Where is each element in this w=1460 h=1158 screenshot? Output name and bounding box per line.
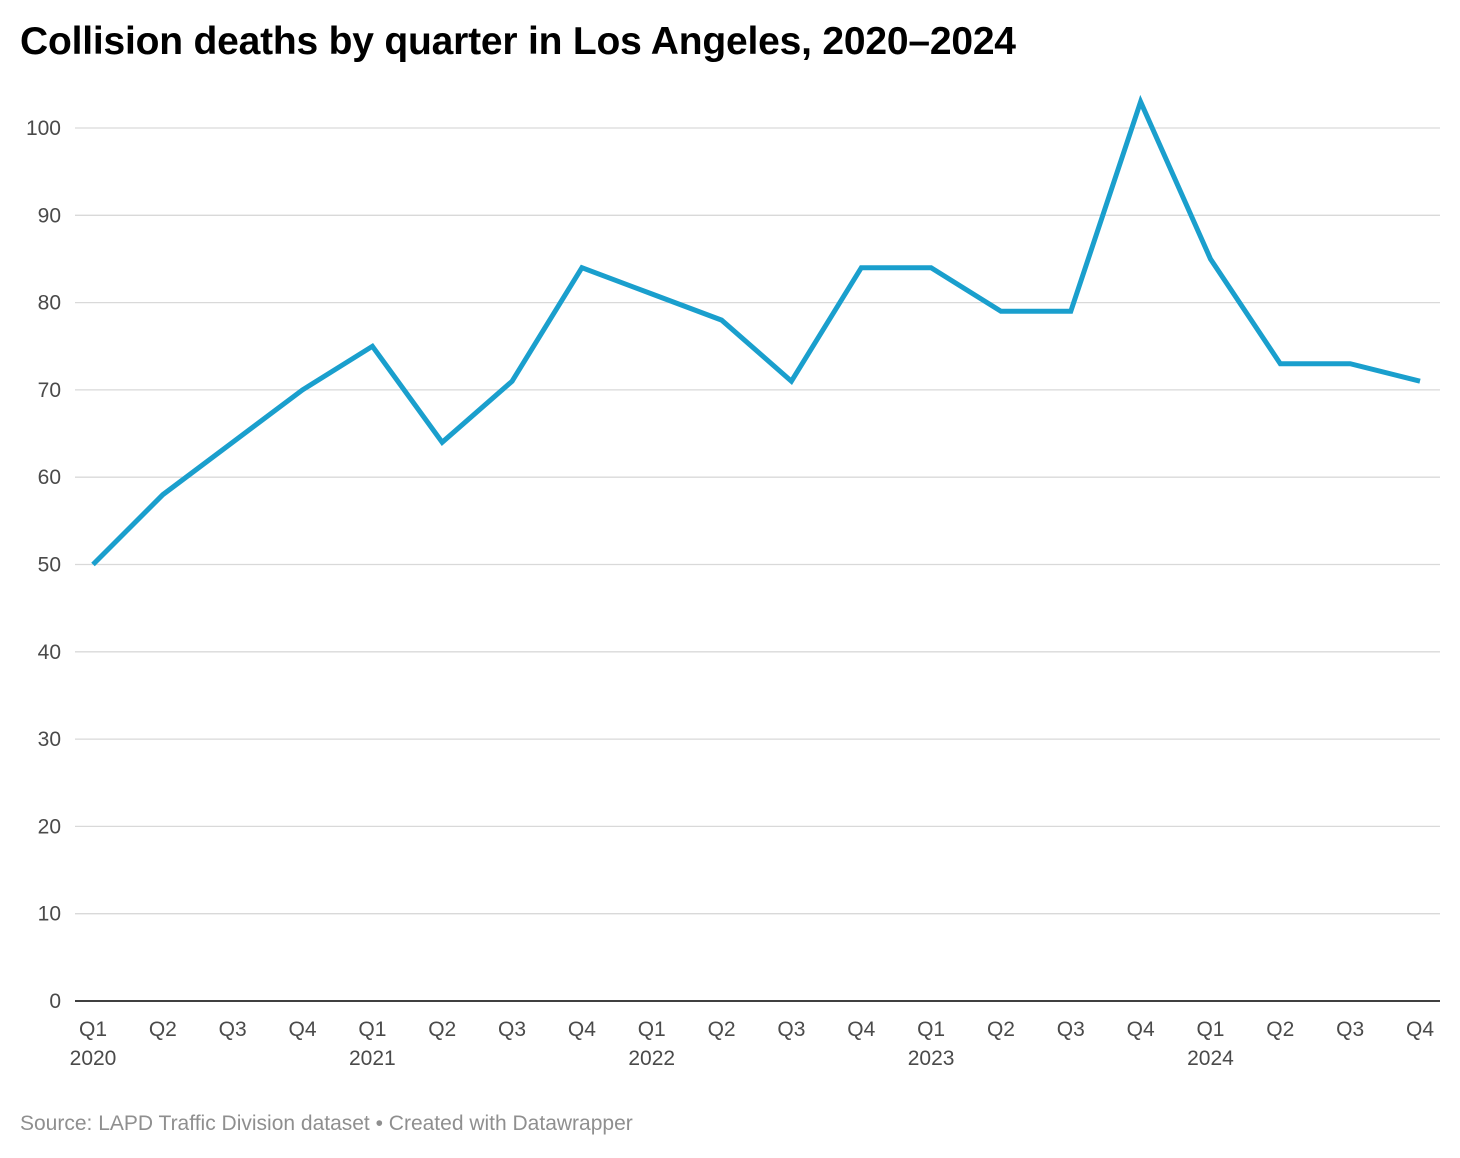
- y-tick-label: 50: [38, 554, 61, 577]
- x-axis-ticks: Q1 2020 Q2 Q3 Q4 Q1 2021 Q2 Q3 Q4 Q1 2022 Q2 Q3 Q4 Q1 20…: [70, 1018, 1435, 1070]
- data-point: [649, 291, 655, 297]
- x-tick-label-quarter: Q3: [219, 1018, 247, 1041]
- source-footer: Source: LAPD Traffic Division dataset • …: [20, 1112, 633, 1135]
- x-tick-label-year: 2020: [70, 1047, 117, 1070]
- x-tick-label-year: 2024: [1187, 1047, 1234, 1070]
- data-point: [509, 378, 515, 384]
- data-point: [160, 492, 166, 498]
- x-tick-label-quarter: Q4: [568, 1018, 596, 1041]
- x-tick-label-quarter: Q3: [1336, 1018, 1364, 1041]
- x-tick-label-year: 2021: [349, 1047, 396, 1070]
- x-tick-label-quarter: Q2: [428, 1018, 456, 1041]
- data-point: [579, 265, 585, 271]
- data-point: [369, 343, 375, 349]
- y-tick-label: 40: [38, 641, 61, 664]
- x-tick-label-year: 2022: [628, 1047, 675, 1070]
- data-point: [998, 308, 1004, 314]
- x-tick-label-quarter: Q4: [289, 1018, 317, 1041]
- x-tick-label-quarter: Q4: [847, 1018, 875, 1041]
- y-tick-label: 100: [26, 117, 61, 140]
- x-tick-label-quarter: Q1: [638, 1018, 666, 1041]
- x-tick-label-quarter: Q3: [498, 1018, 526, 1041]
- data-point: [1347, 361, 1353, 367]
- gridlines: [75, 127, 1440, 915]
- x-tick-label-quarter: Q4: [1406, 1018, 1434, 1041]
- y-tick-label: 90: [38, 204, 61, 227]
- series-line-0: [91, 94, 1421, 567]
- x-tick-label-quarter: Q1: [1196, 1018, 1224, 1041]
- data-point: [788, 378, 794, 384]
- data-point: [1417, 378, 1423, 384]
- x-tick-label-quarter: Q2: [987, 1018, 1015, 1041]
- y-tick-label: 80: [38, 292, 61, 315]
- data-point: [90, 562, 96, 568]
- x-tick-label-year: 2023: [908, 1047, 955, 1070]
- y-tick-label: 70: [38, 379, 61, 402]
- y-tick-label: 0: [49, 990, 61, 1013]
- series: [90, 94, 1423, 568]
- x-tick-label-quarter: Q2: [1266, 1018, 1294, 1041]
- x-tick-label-quarter: Q1: [917, 1018, 945, 1041]
- data-point: [1068, 308, 1074, 314]
- x-tick-label-quarter: Q3: [1057, 1018, 1085, 1041]
- data-point: [858, 265, 864, 271]
- data-point: [230, 439, 236, 445]
- y-tick-label: 10: [38, 903, 61, 926]
- data-point: [719, 317, 725, 323]
- chart-title: Collision deaths by quarter in Los Angel…: [20, 20, 1016, 63]
- data-point: [300, 387, 306, 393]
- data-point: [439, 439, 445, 445]
- y-tick-label: 60: [38, 466, 61, 489]
- data-point: [1207, 256, 1213, 262]
- x-tick-label-quarter: Q4: [1127, 1018, 1155, 1041]
- y-tick-label: 30: [38, 728, 61, 751]
- x-tick-label-quarter: Q3: [777, 1018, 805, 1041]
- data-point: [1138, 99, 1144, 105]
- x-tick-label-quarter: Q2: [708, 1018, 736, 1041]
- data-point: [1277, 361, 1283, 367]
- x-tick-label-quarter: Q2: [149, 1018, 177, 1041]
- x-tick-label-quarter: Q1: [358, 1018, 386, 1041]
- y-tick-label: 20: [38, 815, 61, 838]
- data-point: [928, 265, 934, 271]
- x-tick-label-quarter: Q1: [79, 1018, 107, 1041]
- y-axis-ticks: 0 10 20 30 40 50 60 70 80 90 100: [26, 117, 61, 1013]
